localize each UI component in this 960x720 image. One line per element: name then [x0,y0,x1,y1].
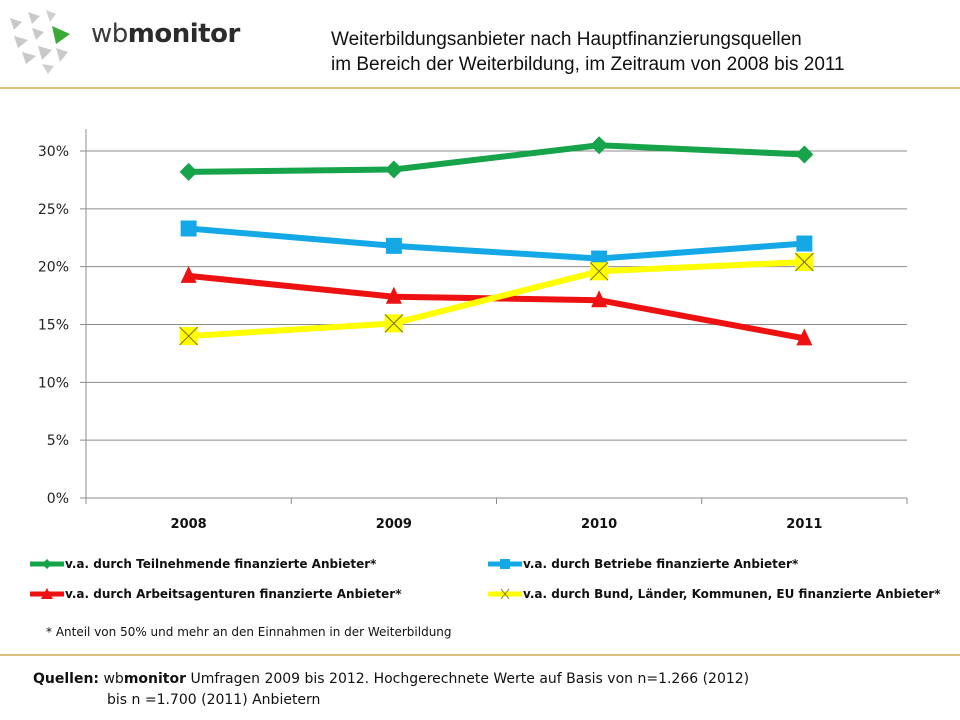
marker-triangle [385,286,402,304]
footnote: * Anteil von 50% und mehr an den Einnahm… [46,625,452,639]
x-tick-label: 2008 [171,517,207,532]
sources-label: Quellen: [33,671,100,687]
data-point [589,261,609,281]
sources-text: Umfragen 2009 bis 2012. Hochgerechnete W… [186,671,750,687]
data-point [179,326,198,346]
legend-item-series-3: v.a. durch Bund, Länder, Kommunen, EU fi… [488,587,941,601]
y-tick-label: 10% [38,375,69,391]
x-tick-label: 2011 [786,517,822,532]
wbmonitor-logo: wbmonitor [8,8,240,78]
data-point [795,145,814,164]
data-point [179,162,198,181]
data-point [796,235,813,252]
marker-square [796,235,813,252]
data-point [590,136,609,155]
legend-marker-x-box-icon [488,588,522,600]
y-tick-label: 30% [38,144,69,160]
marker-x [384,313,404,333]
chart-title: Weiterbildungsanbieter nach Hauptfinanzi… [331,27,845,77]
legend-marker-square-icon [488,559,522,569]
y-tick-label: 15% [38,318,69,334]
legend-item-series-0: v.a. durch Teilnehmende finanzierte Anbi… [30,557,376,571]
marker-x [589,261,609,281]
footer-divider [0,654,960,656]
legend-label: v.a. durch Teilnehmende finanzierte Anbi… [65,557,377,571]
data-point [180,265,197,283]
legend-label: v.a. durch Bund, Länder, Kommunen, EU fi… [523,587,941,601]
marker-x [179,326,198,346]
legend-label: v.a. durch Arbeitsagenturen finanzierte … [65,587,402,601]
header-divider [0,87,960,89]
marker-diamond [795,145,814,164]
data-point [385,237,402,254]
marker-diamond [384,160,403,179]
logo-wordmark: wbmonitor [91,19,240,49]
logo-prefix: wb [91,19,128,49]
y-tick-label: 5% [47,433,69,449]
legend-label: v.a. durch Betriebe finanzierte Anbieter… [523,557,799,571]
legend-item-series-1: v.a. durch Betriebe finanzierte Anbieter… [488,557,798,571]
series-line-0 [188,142,805,175]
data-point [795,252,814,272]
legend-item-series-2: v.a. durch Arbeitsagenturen finanzierte … [30,587,402,601]
marker-square [180,220,197,237]
y-tick-label: 25% [38,202,69,218]
x-tick-label: 2009 [376,517,412,532]
series-line-3 [188,259,805,340]
logo-name: monitor [127,19,241,49]
data-point [180,220,197,237]
series-line-1 [188,225,805,262]
sources-brand-name: monitor [123,671,187,687]
marker-triangle [591,290,608,308]
sources-text-line2: bis n =1.700 (2011) Anbietern [107,692,321,708]
marker-diamond [179,162,198,181]
line-chart: 0% 5% 10% 15% 20% 25% 30% 2008 2009 2010 2011 [38,129,908,532]
data-point [384,313,404,333]
data-point [384,160,403,179]
y-tick-label: 20% [38,260,69,276]
logo-triangles-icon [10,10,70,74]
marker-diamond [590,136,609,155]
sources-brand-prefix: wb [103,671,124,687]
chart-title-line2: im Bereich der Weiterbildung, im Zeitrau… [331,54,845,75]
marker-triangle [796,328,813,346]
marker-square [385,237,402,254]
legend-marker-triangle-icon [30,588,64,599]
y-tick-label: 0% [47,491,69,507]
x-tick-label: 2010 [581,517,617,532]
marker-x [795,252,814,272]
legend-marker-diamond-icon [30,559,64,569]
marker-triangle [180,265,197,283]
data-point [796,328,813,346]
chart-title-line1: Weiterbildungsanbieter nach Hauptfinanzi… [331,29,802,50]
sources-note: Quellen: wbmonitor Umfragen 2009 bis 201… [33,669,749,711]
data-point [385,286,402,304]
data-point [591,290,608,308]
